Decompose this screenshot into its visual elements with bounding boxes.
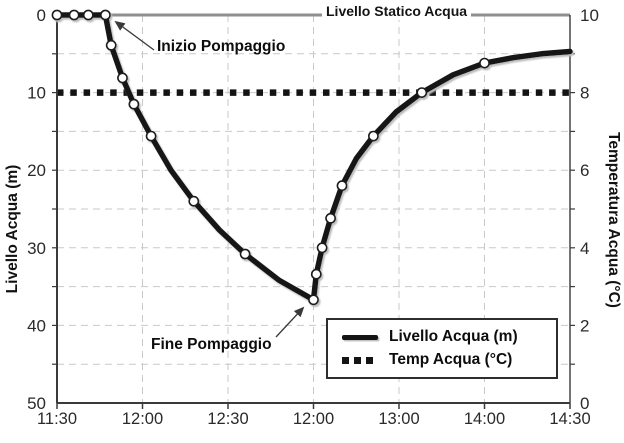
data-point-marker bbox=[51, 9, 63, 21]
x-tick-label: 12:00 bbox=[293, 410, 334, 428]
x-tick-label: 14:00 bbox=[464, 410, 505, 428]
data-point-marker bbox=[117, 72, 128, 84]
data-point-marker bbox=[68, 9, 80, 21]
data-point-marker bbox=[325, 212, 336, 224]
y-right-tick-label: 0 bbox=[580, 394, 589, 413]
static-water-level-label: Livello Statico Acqua bbox=[322, 2, 472, 20]
data-point-marker bbox=[239, 248, 251, 260]
y-left-tick-label: 10 bbox=[27, 84, 46, 103]
y-right-tick-label: 4 bbox=[580, 239, 589, 258]
solid-line-swatch-icon bbox=[342, 334, 378, 340]
data-point-marker bbox=[367, 130, 379, 142]
start-pumping-arrow bbox=[114, 20, 155, 51]
data-point-marker bbox=[128, 98, 140, 110]
x-tick-label: 11:30 bbox=[37, 410, 77, 428]
y-left-tick-label: 30 bbox=[27, 239, 46, 258]
data-point-marker bbox=[105, 39, 117, 51]
legend-label: Livello Acqua (m) bbox=[389, 328, 518, 345]
data-point-marker bbox=[416, 87, 428, 98]
chart-legend: Livello Acqua (m) Temp Acqua (°C) bbox=[326, 318, 558, 379]
x-tick-label: 14:30 bbox=[549, 410, 590, 428]
end-pumping-arrow bbox=[275, 306, 305, 338]
x-tick-label: 12:00 bbox=[122, 410, 163, 428]
y-right-tick-label: 10 bbox=[580, 6, 599, 25]
y-right-tick-label: 8 bbox=[580, 84, 589, 103]
data-point-marker bbox=[479, 57, 490, 69]
water-level-series bbox=[51, 9, 573, 306]
annotation-end-pumping: Fine Pompaggio bbox=[151, 336, 272, 353]
data-point-marker bbox=[100, 9, 111, 21]
legend-item-water-level: Livello Acqua (m) bbox=[342, 328, 546, 346]
data-point-marker bbox=[316, 242, 328, 254]
y-left-tick-label: 40 bbox=[27, 316, 46, 335]
legend-item-temperature: Temp Acqua (°C) bbox=[342, 351, 546, 369]
x-tick-label: 12:30 bbox=[207, 410, 248, 428]
dotted-line-swatch-icon bbox=[342, 356, 378, 364]
left-axis-title: Livello Acqua (m) bbox=[4, 164, 21, 294]
x-tick-label: 13:00 bbox=[378, 410, 419, 428]
data-point-marker bbox=[145, 130, 157, 142]
data-point-marker bbox=[308, 294, 319, 306]
y-left-tick-label: 20 bbox=[27, 161, 46, 180]
y-left-tick-label: 0 bbox=[37, 6, 46, 25]
data-point-marker bbox=[82, 9, 94, 21]
annotation-start-pumping: Inizio Pompaggio bbox=[157, 38, 286, 55]
data-point-marker bbox=[310, 268, 322, 280]
y-left-tick-label: 50 bbox=[27, 394, 46, 413]
y-right-tick-label: 2 bbox=[580, 316, 589, 335]
legend-label: Temp Acqua (°C) bbox=[389, 351, 513, 368]
data-point-marker bbox=[188, 195, 200, 207]
y-right-tick-label: 6 bbox=[580, 161, 589, 180]
data-point-marker bbox=[336, 180, 348, 192]
right-axis-title: Temperatura Acqua (°C) bbox=[605, 132, 622, 308]
